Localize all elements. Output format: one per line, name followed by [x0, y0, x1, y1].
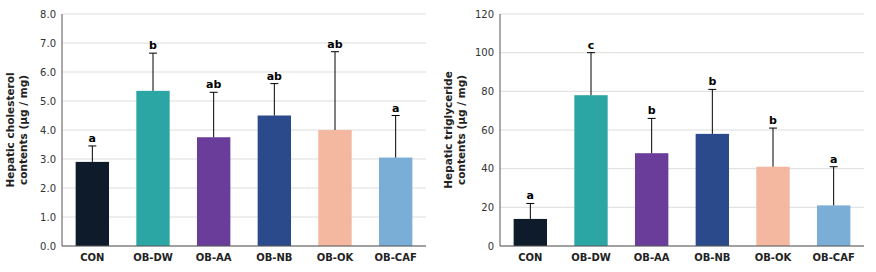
y-tick-label: 7.0 — [40, 38, 56, 49]
x-tick-label: CON — [518, 252, 542, 263]
grid-line — [62, 159, 426, 160]
bar — [817, 205, 850, 246]
plot-area — [514, 53, 851, 246]
x-tick-label: OB-OK — [755, 252, 793, 263]
significance-label: b — [149, 39, 157, 52]
error-bar — [270, 84, 278, 116]
error-bar — [392, 116, 400, 158]
y-tick-label: 6.0 — [40, 67, 56, 78]
y-tick-label: 3.0 — [40, 154, 56, 165]
bar — [318, 130, 351, 246]
x-tick-label: OB-NB — [694, 252, 730, 263]
error-bar — [769, 128, 777, 167]
grid-line — [500, 168, 864, 169]
y-tick-label: 60 — [481, 125, 494, 136]
x-tick-label: CON — [80, 252, 104, 263]
chart-panel: 0 20 40 60 80 100 120 a c b b b a CON OB-DW OB-AA OB-NB O… — [438, 0, 876, 272]
plot-area — [76, 52, 413, 246]
y-axis-label-line: contents (μg / mg) — [17, 75, 29, 185]
y-tick-label: 1.0 — [40, 212, 56, 223]
grid-line — [500, 91, 864, 92]
x-tick-label: OB-CAF — [813, 252, 855, 263]
bar — [574, 95, 607, 246]
grid-line — [62, 246, 426, 247]
grid-line — [62, 72, 426, 73]
error-bar — [587, 53, 595, 96]
x-tick-label: OB-AA — [634, 252, 670, 263]
x-tick-label: OB-DW — [133, 252, 173, 263]
y-tick-label: 120 — [475, 9, 494, 20]
y-tick-label: 2.0 — [40, 183, 56, 194]
x-tick-label: OB-DW — [571, 252, 611, 263]
error-bar — [88, 146, 96, 162]
grid-line — [62, 14, 426, 15]
error-bar — [830, 167, 838, 206]
bar — [76, 162, 109, 246]
bar — [379, 158, 412, 246]
grid-line — [500, 207, 864, 208]
grid-line — [500, 130, 864, 131]
bar — [696, 134, 729, 246]
y-tick-label: 5.0 — [40, 96, 56, 107]
grid-line — [62, 130, 426, 131]
grid-line — [500, 52, 864, 53]
significance-label: a — [392, 102, 399, 115]
chart-panel: 0.01.02.03.04.05.06.07.08.0ababababaCONO… — [0, 0, 438, 272]
y-tick-label: 4.0 — [40, 125, 56, 136]
error-bar — [648, 118, 656, 153]
y-axis-label-line: Hepatic cholesterol — [4, 72, 16, 187]
y-axis-label: Hepatic cholesterolcontents (μg / mg) — [4, 72, 29, 187]
bar — [635, 153, 668, 246]
y-tick-label: 80 — [481, 86, 494, 97]
error-bar — [526, 203, 534, 218]
grid-line — [500, 14, 864, 15]
y-tick-label: 0 — [488, 241, 494, 252]
bar — [136, 91, 169, 246]
bar — [197, 137, 230, 246]
x-tick-label: OB-NB — [256, 252, 292, 263]
bar — [514, 219, 547, 246]
bar — [258, 116, 291, 247]
y-tick-label: 8.0 — [40, 9, 56, 20]
significance-label: c — [588, 39, 595, 52]
bar — [756, 167, 789, 246]
significance-label: a — [527, 189, 534, 202]
x-axis-line — [62, 246, 426, 247]
grid — [62, 14, 426, 246]
grid-line — [62, 188, 426, 189]
significance-label: a — [830, 153, 837, 166]
grid-line — [62, 43, 426, 44]
y-tick-label: 40 — [481, 163, 494, 174]
x-tick-label: OB-OK — [317, 252, 355, 263]
y-tick-label: 100 — [475, 47, 494, 58]
error-bar — [708, 89, 716, 133]
significance-label: ab — [327, 38, 342, 51]
figure: 0.01.02.03.04.05.06.07.08.0ababababaCONO… — [0, 0, 876, 272]
grid — [500, 14, 864, 246]
x-tick-label: OB-CAF — [375, 252, 417, 263]
error-bar — [210, 92, 218, 137]
y-axis-label-line: Hepatic triglyceride — [442, 71, 454, 189]
significance-label: a — [89, 132, 96, 145]
significance-label: b — [708, 75, 716, 88]
grid-line — [500, 246, 864, 247]
y-axis-line — [62, 14, 63, 246]
error-bar — [331, 52, 339, 130]
significance-label: ab — [206, 78, 221, 91]
grid-line — [62, 101, 426, 102]
x-axis-line — [500, 246, 864, 247]
y-axis-label-line: contents (μg / mg) — [455, 75, 467, 185]
error-bar — [149, 53, 157, 91]
y-axis-line — [500, 14, 501, 246]
y-tick-label: 20 — [481, 202, 494, 213]
y-axis-label: Hepatic triglyceridecontents (μg / mg) — [442, 71, 467, 189]
significance-label: b — [648, 104, 656, 117]
grid-line — [62, 217, 426, 218]
significance-label: b — [769, 114, 777, 127]
y-tick-label: 0.0 — [40, 241, 56, 252]
x-tick-label: OB-AA — [196, 252, 232, 263]
significance-label: ab — [267, 70, 282, 83]
